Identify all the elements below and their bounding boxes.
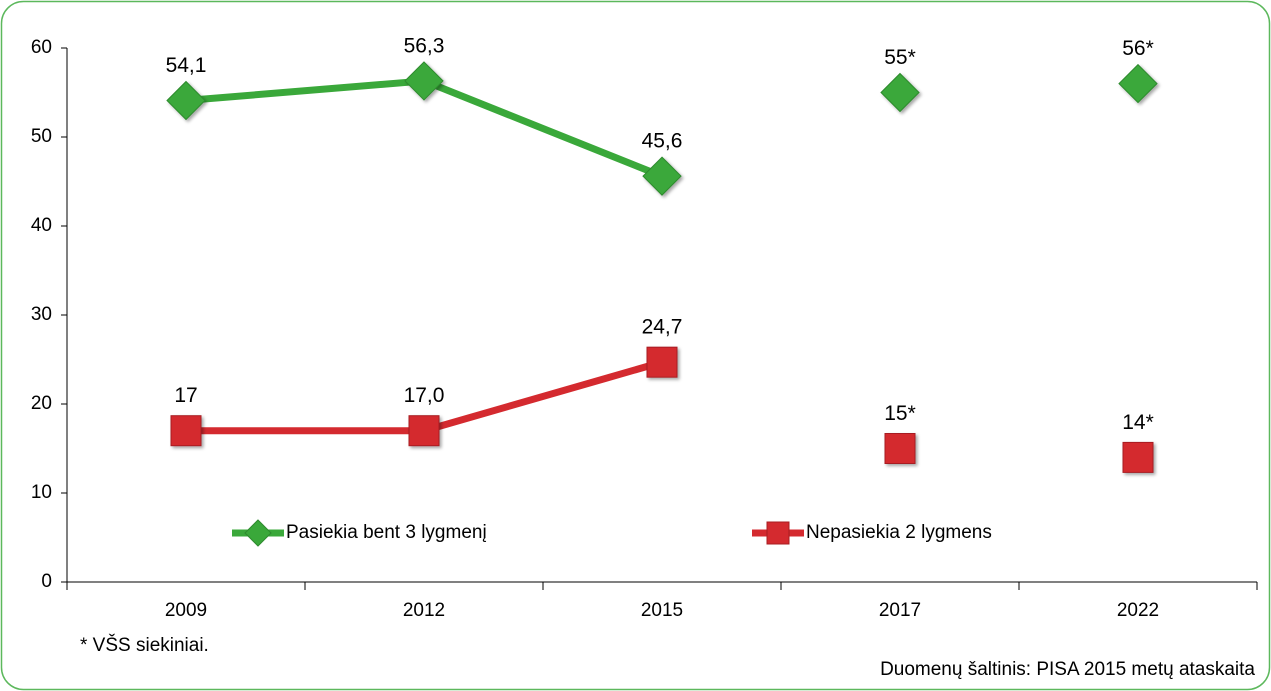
target-point xyxy=(880,72,920,113)
y-tick-label: 50 xyxy=(31,126,52,147)
y-tick-label: 30 xyxy=(31,304,52,325)
value-label: 56,3 xyxy=(404,34,445,57)
target-point xyxy=(1118,63,1158,104)
data-point xyxy=(408,415,440,447)
target-point xyxy=(884,433,916,464)
data-point xyxy=(646,346,678,378)
footnote: * VŠS siekiniai. xyxy=(80,634,209,656)
y-tick-label: 10 xyxy=(31,482,52,503)
x-tick-label: 2009 xyxy=(165,600,207,621)
value-label: 15* xyxy=(884,402,916,425)
value-label: 17,0 xyxy=(404,384,445,407)
x-tick-label: 2015 xyxy=(641,600,683,621)
data-point xyxy=(166,80,206,121)
target-point xyxy=(1122,441,1154,473)
value-label: 14* xyxy=(1122,411,1154,434)
legend-marker xyxy=(766,521,790,545)
value-label: 45,6 xyxy=(642,130,683,153)
x-tick-label: 2022 xyxy=(1117,600,1159,621)
data-point xyxy=(170,415,202,447)
value-label: 56* xyxy=(1122,37,1154,60)
data-point xyxy=(404,61,444,101)
legend-label: Pasiekia bent 3 lygmenį xyxy=(286,522,487,543)
value-label: 54,1 xyxy=(166,54,207,77)
value-label: 24,7 xyxy=(642,316,683,339)
y-tick-label: 0 xyxy=(41,571,52,592)
data-point xyxy=(642,156,682,196)
x-tick-label: 2012 xyxy=(403,600,445,621)
y-tick-label: 20 xyxy=(31,393,52,414)
legend-label: Nepasiekia 2 lygmens xyxy=(806,522,992,543)
value-label: 55* xyxy=(884,46,916,69)
y-tick-label: 60 xyxy=(31,37,52,58)
value-label: 17 xyxy=(174,384,197,407)
x-tick-label: 2017 xyxy=(879,600,921,621)
source: Duomenų šaltinis: PISA 2015 metų ataskai… xyxy=(880,659,1255,680)
legend-marker xyxy=(244,519,272,547)
y-tick-label: 40 xyxy=(31,215,52,236)
